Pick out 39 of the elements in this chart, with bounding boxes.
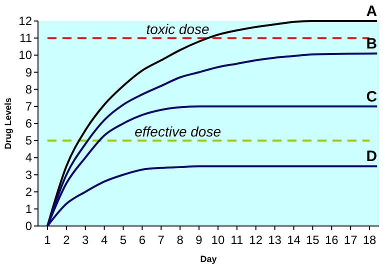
x-tick-label: 6: [138, 233, 146, 247]
x-tick-label: 10: [211, 233, 225, 247]
y-tick-label: 1: [25, 202, 32, 216]
y-tick-label: 3: [25, 168, 32, 182]
series-label: C: [366, 88, 378, 106]
x-tick-label: 15: [306, 233, 320, 247]
series-label: A: [366, 3, 378, 20]
y-tick-label: 0: [25, 219, 32, 233]
y-tick-label: 12: [18, 14, 32, 28]
y-tick-label: 7: [25, 99, 32, 114]
x-tick-label: 3: [82, 233, 90, 247]
x-tick-label: 16: [324, 233, 339, 247]
y-axis-title: Drug Levels: [3, 98, 13, 150]
y-tick-label: 2: [25, 184, 32, 199]
x-tick-label: 4: [100, 233, 108, 247]
x-tick-label: 2: [63, 233, 70, 247]
x-tick-label: 7: [158, 233, 165, 247]
y-tick-label: 11: [20, 31, 32, 46]
x-tick-label: 13: [268, 233, 282, 247]
y-tick-label: 9: [25, 65, 32, 80]
ref-line-label: toxic dose: [146, 21, 210, 38]
series-label: D: [366, 148, 378, 166]
ref-line-label: effective dose: [134, 124, 222, 140]
x-tick-label: 18: [362, 233, 377, 247]
x-tick-label: 8: [176, 233, 184, 247]
y-tick-label: 10: [18, 48, 32, 62]
x-tick-label: 12: [249, 233, 263, 247]
x-tick-label: 9: [196, 233, 203, 247]
y-tick-label: 5: [25, 134, 32, 148]
y-tick-label: 4: [25, 150, 32, 165]
x-axis-title: Day: [200, 254, 217, 264]
series-label: B: [366, 35, 378, 52]
x-tick-label: 5: [120, 233, 127, 247]
x-tick-label: 11: [230, 233, 244, 247]
x-tick-label: 14: [287, 233, 301, 247]
y-tick-label: 8: [25, 82, 32, 96]
y-tick-label: 6: [25, 116, 32, 130]
x-tick-label: 17: [344, 233, 358, 247]
x-tick-label: 1: [44, 233, 52, 247]
